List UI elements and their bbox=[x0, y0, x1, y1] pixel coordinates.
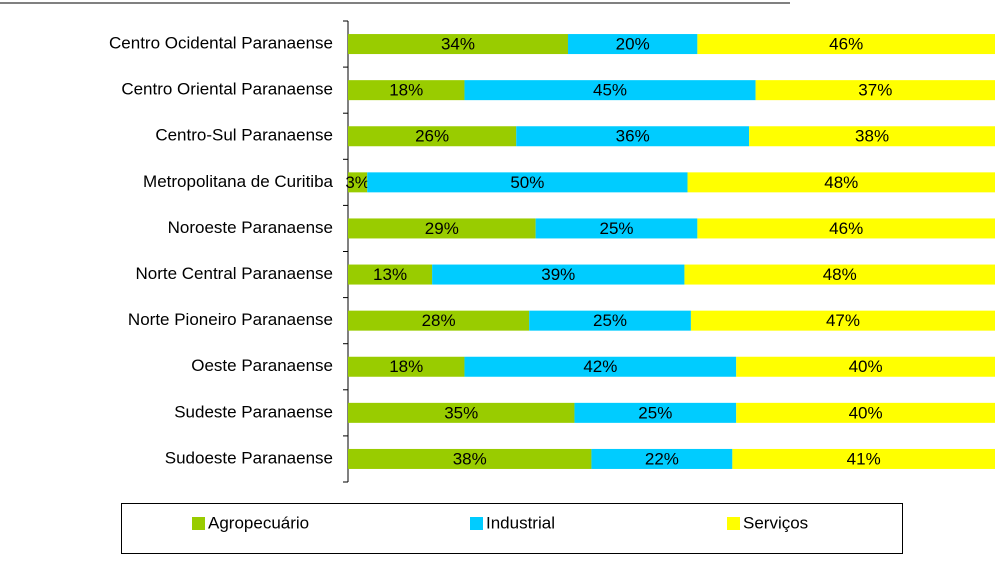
data-label: 18% bbox=[389, 357, 423, 376]
data-label: 42% bbox=[583, 357, 617, 376]
data-label: 41% bbox=[847, 449, 881, 468]
legend-box bbox=[121, 503, 903, 554]
data-label: 36% bbox=[616, 127, 650, 146]
bar-segment bbox=[697, 34, 995, 55]
bar-segment bbox=[529, 310, 691, 331]
y-tick-label: Norte Central Paranaense bbox=[135, 264, 333, 283]
bar-segment bbox=[749, 126, 995, 147]
legend-label: Agropecuário bbox=[208, 513, 309, 532]
bar-segment bbox=[348, 448, 592, 469]
y-tick-label: Metropolitana de Curitiba bbox=[143, 172, 333, 191]
bar-segment bbox=[367, 172, 688, 193]
y-tick-label: Centro Ocidental Paranaense bbox=[109, 34, 333, 53]
data-label: 48% bbox=[824, 173, 858, 192]
legend-swatch bbox=[727, 517, 740, 530]
y-tick-label: Norte Pioneiro Paranaense bbox=[128, 310, 333, 329]
data-label: 38% bbox=[855, 127, 889, 146]
data-label: 20% bbox=[616, 35, 650, 54]
data-label: 40% bbox=[849, 403, 883, 422]
legend-swatch bbox=[470, 517, 483, 530]
legend-swatch bbox=[192, 517, 205, 530]
data-label: 37% bbox=[858, 81, 892, 100]
y-tick-label: Oeste Paranaense bbox=[191, 356, 333, 375]
bar-segment bbox=[348, 218, 536, 239]
bar-segment bbox=[697, 218, 995, 239]
bar-segment bbox=[348, 402, 575, 423]
y-tick-label: Centro Oriental Paranaense bbox=[121, 80, 333, 99]
bar-segment bbox=[348, 126, 517, 147]
y-tick-label: Centro-Sul Paranaense bbox=[155, 126, 333, 145]
bar-segment bbox=[464, 80, 756, 101]
data-label: 46% bbox=[829, 219, 863, 238]
data-label: 25% bbox=[593, 311, 627, 330]
bar-segment bbox=[755, 80, 995, 101]
data-label: 48% bbox=[823, 265, 857, 284]
bar-segment bbox=[348, 310, 530, 331]
data-label: 25% bbox=[599, 219, 633, 238]
legend-label: Industrial bbox=[486, 513, 555, 532]
data-label: 46% bbox=[829, 35, 863, 54]
y-tick-label: Sudoeste Paranaense bbox=[165, 448, 333, 467]
data-label: 34% bbox=[441, 35, 475, 54]
bar-segment bbox=[567, 34, 698, 55]
bar-segment bbox=[348, 356, 465, 377]
bar-segment bbox=[464, 356, 737, 377]
data-label: 47% bbox=[826, 311, 860, 330]
y-tick-label: Sudeste Paranaense bbox=[174, 402, 333, 421]
data-label: 40% bbox=[849, 357, 883, 376]
data-label: 25% bbox=[638, 403, 672, 422]
bar-segment bbox=[732, 448, 995, 469]
bar-segment bbox=[690, 310, 995, 331]
bar-segment bbox=[574, 402, 737, 423]
data-label: 39% bbox=[541, 265, 575, 284]
bar-segment bbox=[348, 34, 568, 55]
data-label: 35% bbox=[444, 403, 478, 422]
y-tick-label: Noroeste Paranaense bbox=[168, 218, 333, 237]
data-label: 3% bbox=[345, 173, 370, 192]
bar-segment bbox=[348, 80, 465, 101]
data-label: 18% bbox=[389, 81, 423, 100]
data-label: 26% bbox=[415, 127, 449, 146]
bar-segment bbox=[684, 264, 995, 285]
data-label: 38% bbox=[453, 449, 487, 468]
data-label: 28% bbox=[422, 311, 456, 330]
data-label: 45% bbox=[593, 81, 627, 100]
bar-segment bbox=[348, 264, 433, 285]
bar-segment bbox=[591, 448, 733, 469]
bar-segment bbox=[516, 126, 750, 147]
bar-segment bbox=[736, 402, 995, 423]
data-label: 13% bbox=[373, 265, 407, 284]
bar-segment bbox=[348, 172, 368, 193]
bar-segment bbox=[687, 172, 995, 193]
data-label: 22% bbox=[645, 449, 679, 468]
data-label: 29% bbox=[425, 219, 459, 238]
legend-label: Serviços bbox=[743, 513, 808, 532]
bar-segment bbox=[535, 218, 698, 239]
bar-segment bbox=[432, 264, 685, 285]
data-label: 50% bbox=[510, 173, 544, 192]
bar-segment bbox=[736, 356, 995, 377]
